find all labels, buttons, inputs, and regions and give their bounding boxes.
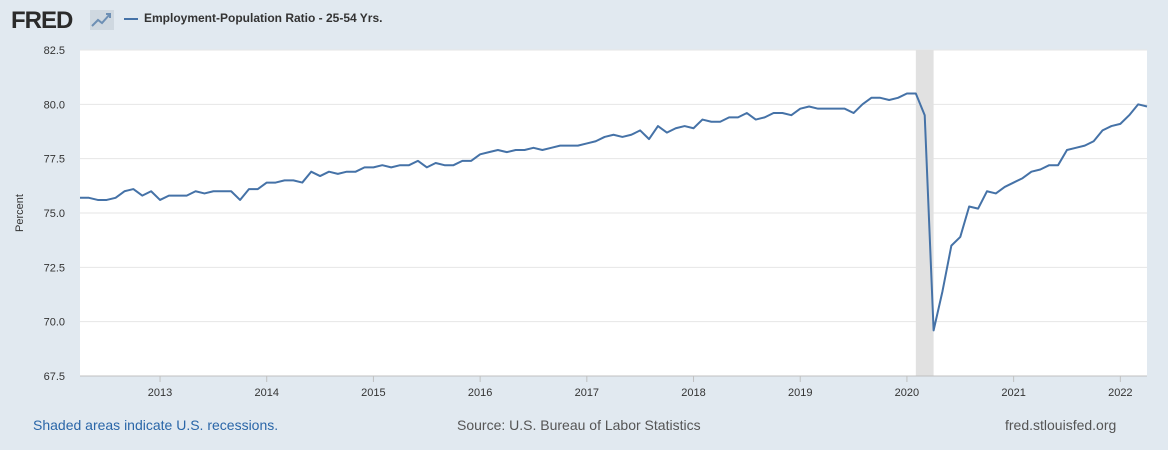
x-tick-label: 2022 xyxy=(1108,387,1132,399)
y-tick-label: 72.5 xyxy=(44,262,65,274)
x-tick-label: 2021 xyxy=(1001,387,1025,399)
y-tick-label: 82.5 xyxy=(44,45,65,57)
y-tick-label: 70.0 xyxy=(44,317,65,329)
site-url[interactable]: fred.stlouisfed.org xyxy=(1005,417,1117,433)
x-tick-label: 2015 xyxy=(361,387,385,399)
y-tick-label: 67.5 xyxy=(44,371,65,383)
legend-label[interactable]: Employment-Population Ratio - 25-54 Yrs. xyxy=(144,11,383,25)
chart-header: FRED Employment-Population Ratio - 25-54… xyxy=(0,0,1168,44)
source-text: Source: U.S. Bureau of Labor Statistics xyxy=(457,417,701,433)
x-tick-label: 2020 xyxy=(895,387,919,399)
y-tick-label: 80.0 xyxy=(44,99,65,111)
x-tick-label: 2019 xyxy=(788,387,812,399)
y-axis-label: Percent xyxy=(14,194,26,232)
fred-logo[interactable]: FRED xyxy=(11,7,73,34)
x-tick-label: 2014 xyxy=(254,387,278,399)
legend-swatch xyxy=(124,18,138,20)
x-tick-label: 2017 xyxy=(575,387,599,399)
y-tick-label: 77.5 xyxy=(44,154,65,166)
recession-note-link[interactable]: Shaded areas indicate U.S. recessions. xyxy=(33,417,279,433)
recession-band xyxy=(915,50,934,376)
x-tick-label: 2018 xyxy=(681,387,705,399)
series-line[interactable] xyxy=(80,92,1148,332)
x-tick-label: 2013 xyxy=(148,387,172,399)
y-tick-label: 75.0 xyxy=(44,208,65,220)
x-tick-label: 2016 xyxy=(468,387,492,399)
line-graph-icon xyxy=(90,10,114,30)
